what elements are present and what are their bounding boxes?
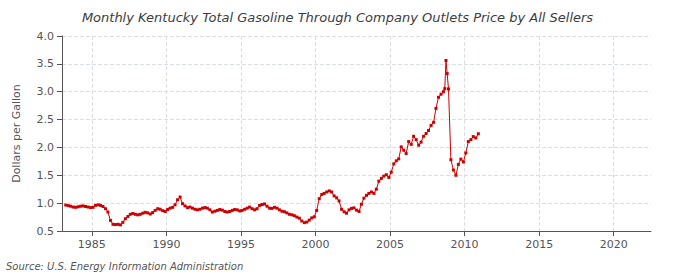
svg-text:2010: 2010 (451, 238, 479, 251)
svg-text:2.0: 2.0 (37, 141, 55, 154)
svg-text:Dollars per Gallon: Dollars per Gallon (10, 84, 23, 183)
svg-text:4.0: 4.0 (37, 30, 55, 43)
svg-text:2015: 2015 (525, 238, 553, 251)
svg-text:0.5: 0.5 (37, 225, 55, 238)
svg-text:2.5: 2.5 (37, 113, 55, 126)
svg-text:1995: 1995 (227, 238, 255, 251)
svg-text:3.0: 3.0 (37, 85, 55, 98)
svg-text:Monthly Kentucky Total Gasolin: Monthly Kentucky Total Gasoline Through … (82, 10, 593, 25)
svg-text:1990: 1990 (152, 238, 180, 251)
svg-text:3.5: 3.5 (37, 57, 55, 70)
svg-text:Source: U.S. Energy Informatio: Source: U.S. Energy Information Administ… (6, 261, 243, 272)
svg-text:1.5: 1.5 (37, 169, 55, 182)
svg-text:1.0: 1.0 (37, 197, 55, 210)
svg-text:1985: 1985 (78, 238, 106, 251)
svg-text:2020: 2020 (600, 238, 628, 251)
svg-text:2005: 2005 (376, 238, 404, 251)
svg-text:2000: 2000 (301, 238, 329, 251)
